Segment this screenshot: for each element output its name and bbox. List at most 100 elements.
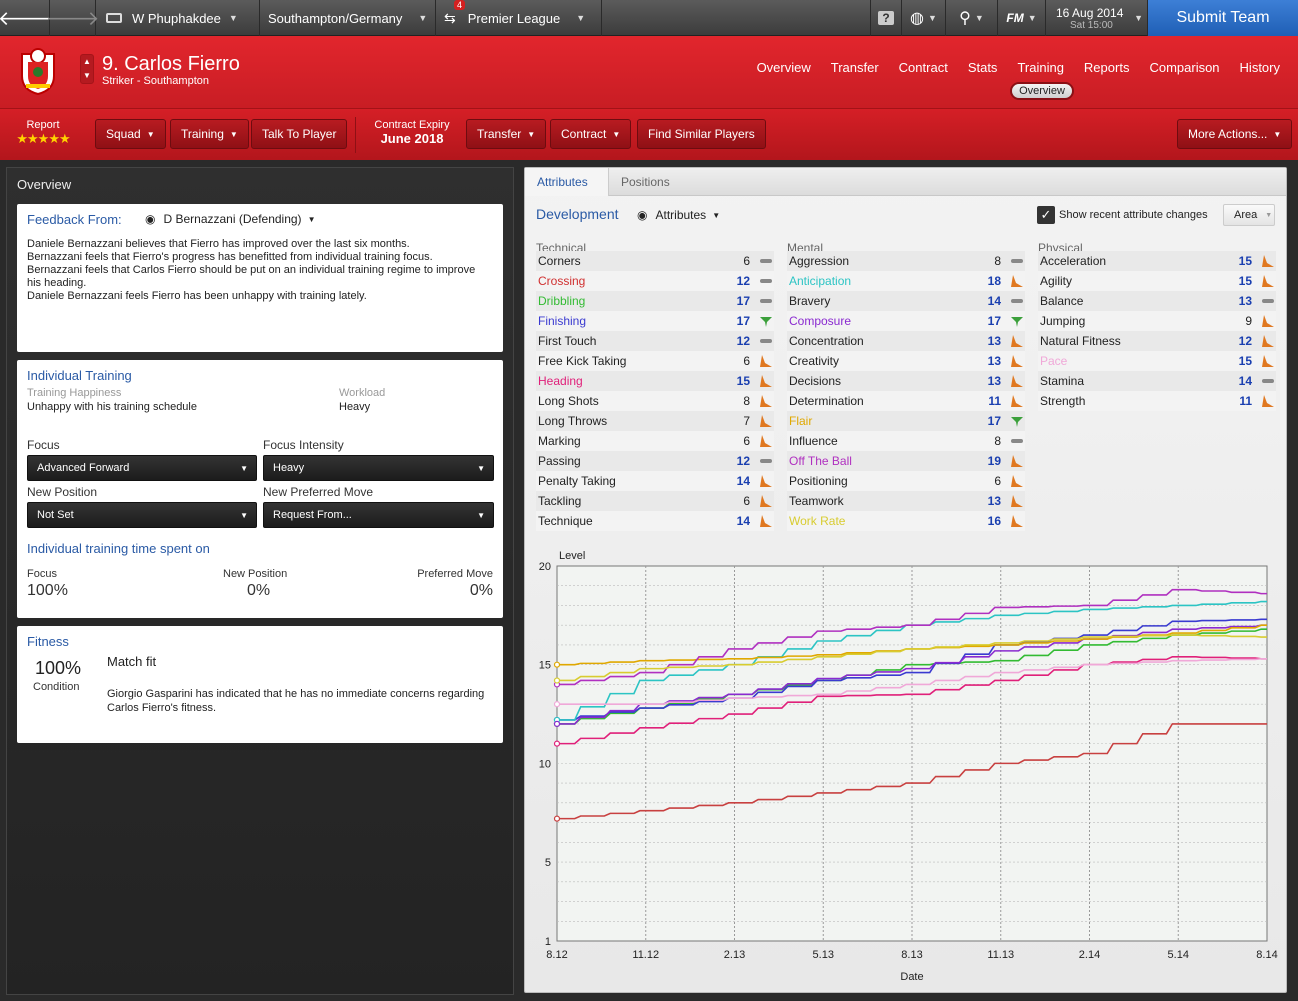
globe-menu[interactable]: ◍ ▼ bbox=[902, 0, 946, 36]
overview-title: Overview bbox=[17, 177, 72, 192]
nav-stats[interactable]: Stats bbox=[967, 60, 998, 75]
attribute-row[interactable]: Marking 6 bbox=[536, 431, 774, 451]
more-actions-label: More Actions... bbox=[1188, 127, 1268, 141]
attribute-row[interactable]: Creativity 13 bbox=[787, 351, 1025, 371]
nav-reports[interactable]: Reports bbox=[1083, 60, 1130, 75]
contract-button[interactable]: Contract ▼ bbox=[550, 119, 632, 149]
training-label: Training bbox=[181, 127, 224, 141]
trend-down-icon bbox=[1011, 455, 1023, 467]
attribute-row[interactable]: Crossing 12 bbox=[536, 271, 774, 291]
trend-down-icon bbox=[760, 355, 772, 367]
attribute-row[interactable]: Passing 12 bbox=[536, 451, 774, 471]
series-line-pace bbox=[557, 657, 1267, 705]
y-tick-label: 1 bbox=[545, 936, 551, 948]
attribute-row[interactable]: First Touch 12 bbox=[536, 331, 774, 351]
fm-menu[interactable]: FM ▼ bbox=[998, 0, 1046, 36]
team-menu[interactable]: Southampton/Germany ▼ bbox=[260, 0, 436, 36]
trend-down-icon bbox=[1262, 275, 1274, 287]
attribute-row[interactable]: Bravery 14 bbox=[787, 291, 1025, 311]
attribute-row[interactable]: Anticipation 18 bbox=[787, 271, 1025, 291]
attribute-row[interactable]: Decisions 13 bbox=[787, 371, 1025, 391]
nav-transfer[interactable]: Transfer bbox=[830, 60, 879, 75]
search-menu[interactable]: ⚲ ▼ bbox=[946, 0, 998, 36]
transfer-arrows-icon: ⇆ 4 bbox=[444, 0, 466, 27]
attribute-row[interactable]: Pace 15 bbox=[1038, 351, 1276, 371]
attribute-value: 11 bbox=[988, 394, 1001, 408]
attribute-row[interactable]: Influence 8 bbox=[787, 431, 1025, 451]
transfer-button[interactable]: Transfer ▼ bbox=[466, 119, 547, 149]
attribute-row[interactable]: Tackling 6 bbox=[536, 491, 774, 511]
date-menu[interactable]: 16 Aug 2014 Sat 15:00 ▼ bbox=[1046, 0, 1148, 36]
area-select[interactable]: Area ▼ bbox=[1223, 204, 1275, 226]
eye-icon: ◉ bbox=[145, 212, 156, 226]
player-header: ▲ ▼ 9. Carlos Fierro Striker - Southampto… bbox=[0, 36, 1298, 108]
attribute-row[interactable]: Agility 15 bbox=[1038, 271, 1276, 291]
submit-team-button[interactable]: Submit Team bbox=[1148, 0, 1298, 36]
show-changes-checkbox[interactable]: ✓ bbox=[1037, 206, 1055, 224]
attribute-row[interactable]: Stamina 14 bbox=[1038, 371, 1276, 391]
training-button[interactable]: Training ▼ bbox=[170, 119, 249, 149]
attribute-row[interactable]: Penalty Taking 14 bbox=[536, 471, 774, 491]
attribute-row[interactable]: Off The Ball 19 bbox=[787, 451, 1025, 471]
attribute-row[interactable]: Dribbling 17 bbox=[536, 291, 774, 311]
attribute-row[interactable]: Concentration 13 bbox=[787, 331, 1025, 351]
forward-button[interactable]: 🡒 bbox=[46, 0, 99, 36]
find-similar-button[interactable]: Find Similar Players bbox=[637, 119, 766, 149]
nav-comparison[interactable]: Comparison bbox=[1149, 60, 1220, 75]
attributes-view-selector[interactable]: ◉ Attributes ▼ bbox=[637, 208, 720, 222]
focus-intensity-select[interactable]: Heavy ▼ bbox=[263, 455, 494, 481]
feedback-line: Bernazzani feels that Fierro's progress … bbox=[27, 251, 433, 263]
nav-training[interactable]: Training bbox=[1017, 60, 1064, 75]
player-switcher[interactable]: ▲ ▼ bbox=[80, 54, 94, 84]
back-button[interactable]: 🡐 bbox=[0, 0, 51, 36]
no-change-icon bbox=[1011, 435, 1023, 447]
tab-positions[interactable]: Positions bbox=[621, 175, 670, 189]
more-actions-button[interactable]: More Actions... ▼ bbox=[1177, 119, 1293, 149]
player-name: 9. Carlos Fierro bbox=[102, 53, 240, 75]
attribute-row[interactable]: Strength 11 bbox=[1038, 391, 1276, 411]
attribute-row[interactable]: Corners 6 bbox=[536, 251, 774, 271]
team-label: Southampton/Germany bbox=[268, 10, 403, 26]
manager-menu[interactable]: W Phuphakdee ▼ bbox=[96, 0, 260, 36]
attribute-name: Flair bbox=[789, 414, 813, 428]
attribute-value: 12 bbox=[736, 274, 750, 288]
attribute-row[interactable]: Long Shots 8 bbox=[536, 391, 774, 411]
attribute-row[interactable]: Determination 11 bbox=[787, 391, 1025, 411]
attribute-row[interactable]: Free Kick Taking 6 bbox=[536, 351, 774, 371]
nav-history[interactable]: History bbox=[1239, 60, 1280, 75]
attribute-row[interactable]: Work Rate 16 bbox=[787, 511, 1025, 531]
attribute-row[interactable]: Composure 17 bbox=[787, 311, 1025, 331]
attribute-row[interactable]: Technique 14 bbox=[536, 511, 774, 531]
attribute-row[interactable]: Positioning 6 bbox=[787, 471, 1025, 491]
chevron-down-icon: ▼ bbox=[712, 210, 721, 220]
attribute-row[interactable]: Long Throws 7 bbox=[536, 411, 774, 431]
attribute-value: 13 bbox=[1238, 294, 1252, 308]
report-rating[interactable]: Report ★★★★★ bbox=[10, 119, 76, 147]
attribute-row[interactable]: Aggression 8 bbox=[787, 251, 1025, 271]
focus-select[interactable]: Advanced Forward ▼ bbox=[27, 455, 257, 481]
attribute-row[interactable]: Natural Fitness 12 bbox=[1038, 331, 1276, 351]
fitness-title: Fitness bbox=[27, 634, 69, 649]
attribute-name: Strength bbox=[1040, 394, 1086, 408]
attribute-row[interactable]: Flair 17 bbox=[787, 411, 1025, 431]
no-change-icon bbox=[760, 455, 772, 467]
attribute-row[interactable]: Heading 15 bbox=[536, 371, 774, 391]
tab-attributes[interactable]: Attributes bbox=[525, 168, 609, 196]
attribute-row[interactable]: Acceleration 15 bbox=[1038, 251, 1276, 271]
new-move-select[interactable]: Request From... ▼ bbox=[263, 502, 494, 528]
coach-selector[interactable]: ◉ D Bernazzani (Defending) ▼ bbox=[145, 212, 315, 226]
subnav-overview[interactable]: Overview bbox=[1010, 82, 1074, 100]
competition-menu[interactable]: ⇆ 4 Premier League ▼ bbox=[436, 0, 602, 36]
attribute-row[interactable]: Jumping 9 bbox=[1038, 311, 1276, 331]
x-tick-label: 2.14 bbox=[1079, 949, 1100, 961]
talk-to-player-button[interactable]: Talk To Player bbox=[251, 119, 348, 149]
squad-button[interactable]: Squad ▼ bbox=[95, 119, 166, 149]
nav-contract[interactable]: Contract bbox=[898, 60, 948, 75]
attribute-row[interactable]: Balance 13 bbox=[1038, 291, 1276, 311]
attribute-row[interactable]: Finishing 17 bbox=[536, 311, 774, 331]
trend-down-icon bbox=[760, 475, 772, 487]
nav-overview[interactable]: Overview bbox=[756, 60, 811, 75]
new-position-select[interactable]: Not Set ▼ bbox=[27, 502, 257, 528]
help-button[interactable]: ? bbox=[870, 0, 902, 36]
attribute-row[interactable]: Teamwork 13 bbox=[787, 491, 1025, 511]
